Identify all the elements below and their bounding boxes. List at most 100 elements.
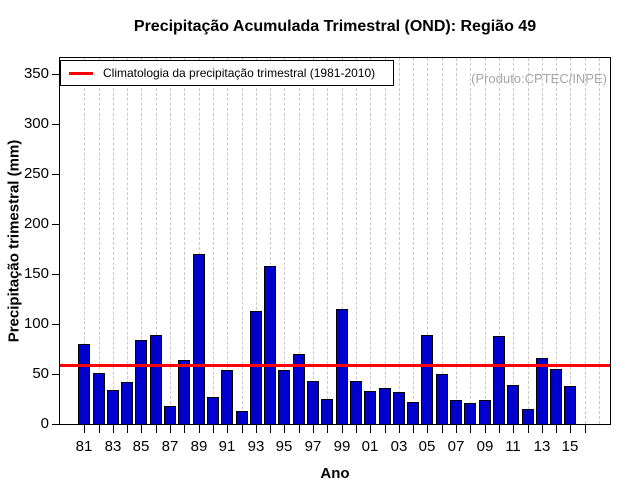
bar-2010 [493,336,505,424]
bar-2004 [407,402,419,424]
bar-1986 [150,335,162,424]
legend-line-swatch [69,71,93,75]
bar-1988 [178,360,190,424]
grid-line [513,58,514,424]
x-tick [356,425,357,433]
grid-line [528,58,529,424]
grid-line [327,58,328,424]
grid-line [299,58,300,424]
grid-line [199,58,200,424]
bar-1983 [107,390,119,424]
grid-line [84,58,85,424]
bar-2011 [507,385,519,424]
bar-2005 [421,335,433,424]
grid-line [284,58,285,424]
grid-line [413,58,414,424]
x-tick-label: 11 [505,438,521,455]
x-tick [184,425,185,433]
bar-2006 [436,374,448,424]
y-tick [52,174,59,175]
x-tick-label: 05 [418,438,436,455]
x-tick [585,425,586,433]
x-tick [528,425,529,433]
grid-line [270,58,271,424]
grid-line [256,58,257,424]
bar-2012 [522,409,534,424]
grid-line [184,58,185,424]
x-tick [270,425,271,433]
grid-line [556,58,557,424]
bar-2002 [379,388,391,424]
x-tick [542,425,543,433]
x-tick-label: 83 [104,438,122,455]
x-tick-label: 09 [476,438,494,455]
grid-line [570,58,571,424]
x-tick [213,425,214,433]
x-tick [499,425,500,433]
y-tick-label: 250 [23,165,49,182]
y-tick-label: 50 [32,365,49,382]
x-tick-label: 87 [161,438,179,455]
y-tick-label: 300 [23,115,49,132]
x-tick [156,425,157,433]
x-tick [427,425,428,433]
x-tick-label: 89 [190,438,208,455]
grid-line [370,58,371,424]
bar-2003 [393,392,405,424]
x-tick [327,425,328,433]
x-tick-label: 13 [533,438,551,455]
x-tick [256,425,257,433]
plot-area: Climatologia da precipitação trimestral … [59,57,611,425]
bar-1984 [121,382,133,424]
y-tick-label: 150 [23,265,49,282]
x-tick [513,425,514,433]
x-tick [556,425,557,433]
x-tick [413,425,414,433]
grid-line [499,58,500,424]
x-tick-label: 95 [275,438,293,455]
grid-line [470,58,471,424]
grid-line [542,58,543,424]
bar-2007 [450,400,462,424]
grid-line [156,58,157,424]
grid-line [342,58,343,424]
bar-1985 [135,340,147,424]
x-tick [113,425,114,433]
bar-1987 [164,406,176,424]
x-tick [342,425,343,433]
grid-line [456,58,457,424]
x-tick [470,425,471,433]
x-tick-label: 07 [447,438,465,455]
x-tick-label: 81 [75,438,93,455]
x-tick-label: 15 [561,438,579,455]
grid-line [427,58,428,424]
x-tick [84,425,85,433]
bar-1982 [93,373,105,424]
grid-line [213,58,214,424]
x-tick [442,425,443,433]
bar-2009 [479,400,491,424]
y-tick-label: 0 [40,415,49,432]
x-tick-label: 85 [132,438,150,455]
y-tick-label: 200 [23,215,49,232]
bar-1993 [250,311,262,424]
grid-line [356,58,357,424]
bar-2015 [564,386,576,424]
y-tick [52,274,59,275]
x-tick [399,425,400,433]
x-tick [299,425,300,433]
bar-1996 [293,354,305,424]
grid-line [313,58,314,424]
bar-2001 [364,391,376,424]
x-tick [170,425,171,433]
x-tick [370,425,371,433]
y-tick [52,224,59,225]
x-tick [570,425,571,433]
y-tick [52,74,59,75]
x-tick [99,425,100,433]
x-tick [199,425,200,433]
x-tick-label: 99 [333,438,351,455]
legend-box: Climatologia da precipitação trimestral … [60,60,394,86]
bar-2014 [550,369,562,424]
